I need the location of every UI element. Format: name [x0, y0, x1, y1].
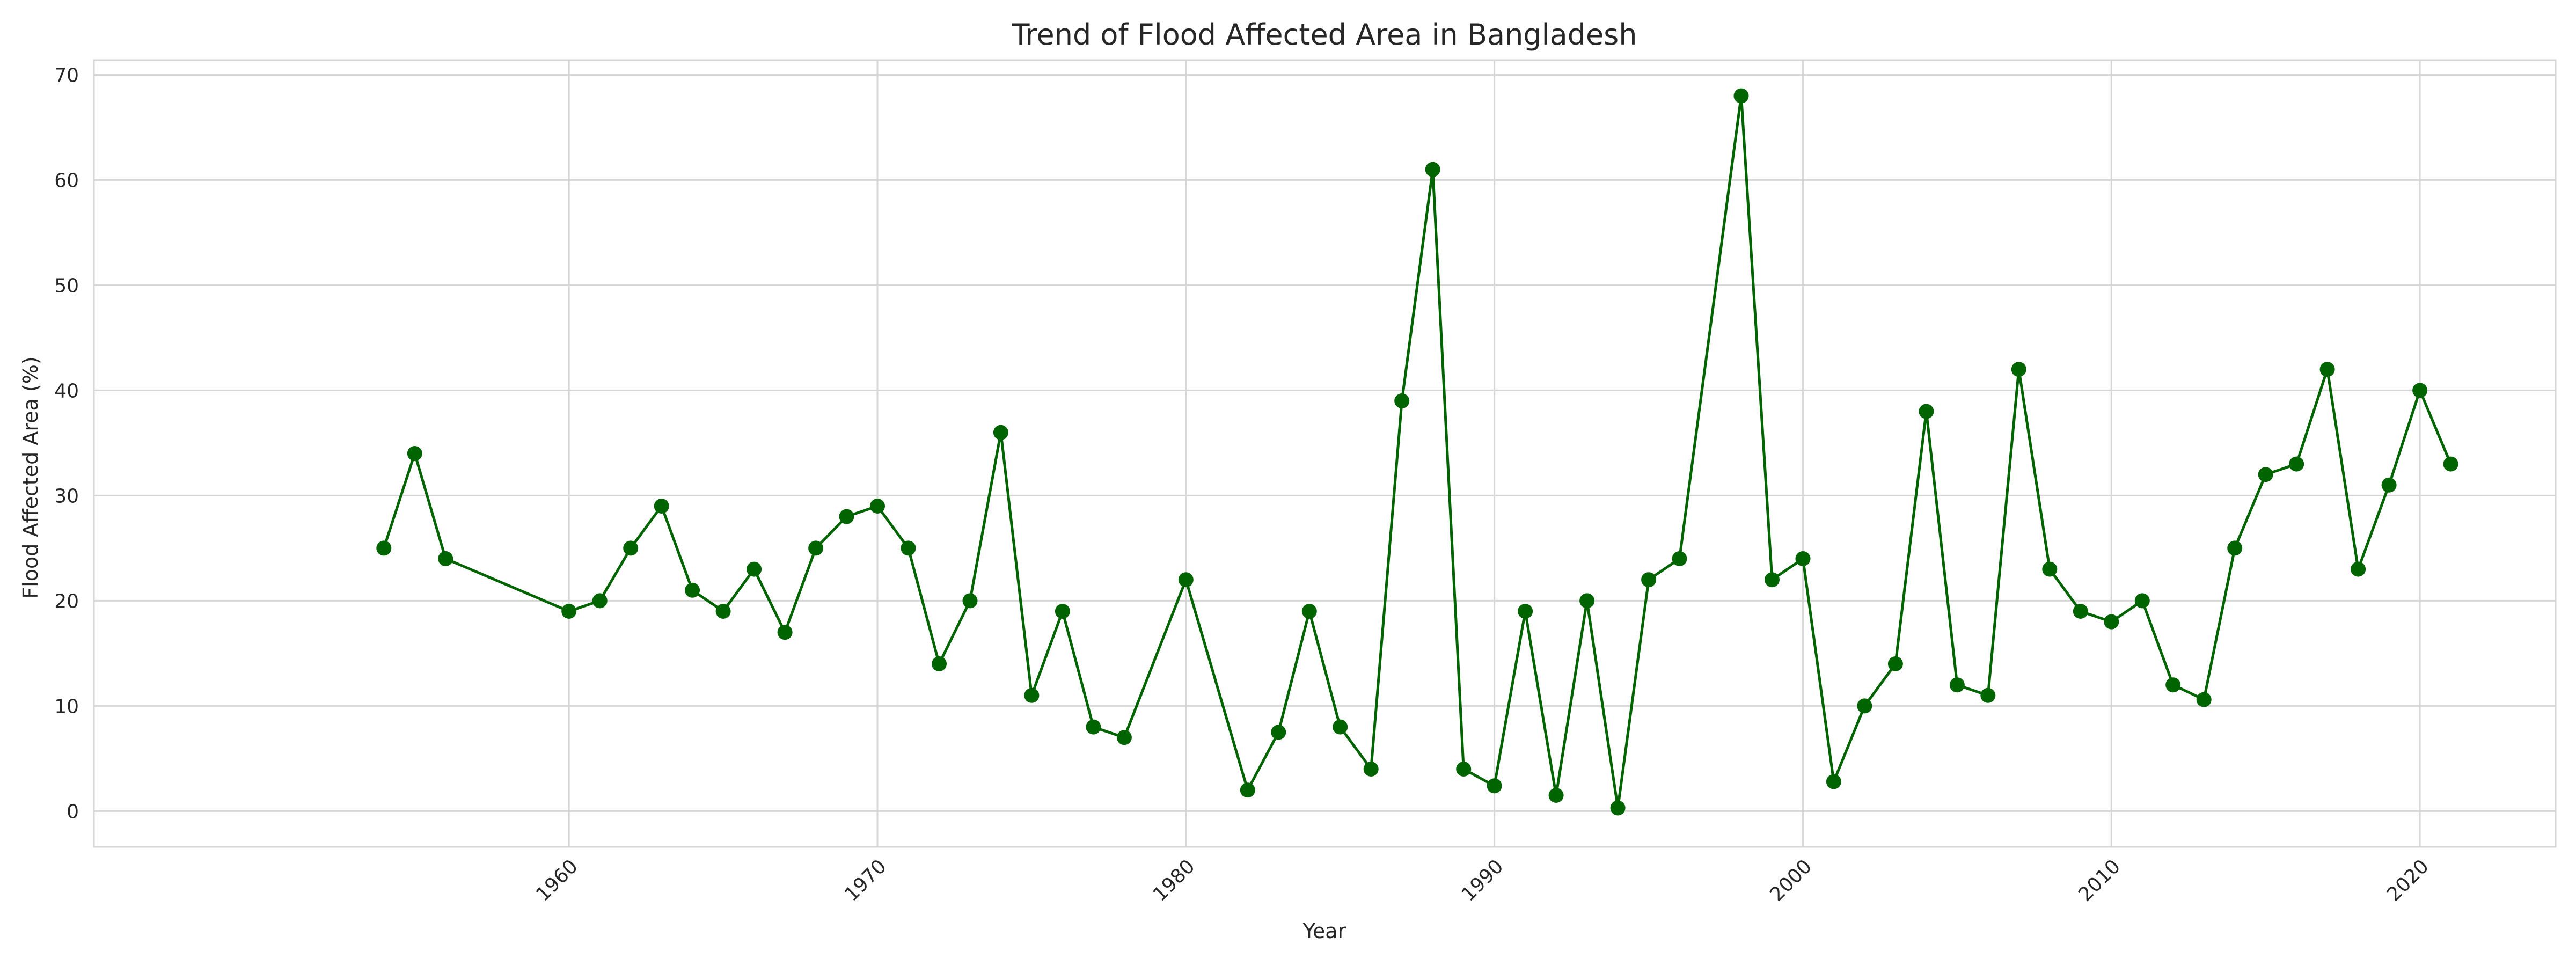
data-point: [1548, 788, 1564, 803]
data-point: [747, 561, 762, 577]
data-point: [376, 540, 392, 556]
data-point: [685, 582, 700, 598]
data-point: [1333, 719, 1348, 735]
data-point: [2104, 614, 2119, 630]
data-point: [1116, 730, 1132, 745]
y-tick-label: 0: [67, 801, 79, 823]
data-point: [2042, 561, 2058, 577]
x-tick-label: 1980: [1149, 855, 1199, 906]
data-point: [2319, 362, 2335, 377]
y-tick-label: 50: [54, 275, 79, 297]
y-tick-label: 30: [54, 485, 79, 507]
data-point: [1919, 404, 1934, 419]
data-point: [438, 551, 453, 566]
gridlines: [94, 60, 2556, 847]
data-point: [2196, 692, 2212, 707]
data-point: [1610, 800, 1626, 816]
data-point: [2351, 561, 2366, 577]
data-point: [932, 656, 947, 671]
data-point: [592, 593, 608, 609]
y-axis-label: Flood Affected Area (%): [19, 356, 42, 598]
data-point: [2227, 540, 2243, 556]
data-point: [407, 446, 422, 461]
data-point: [2443, 456, 2458, 472]
data-point: [654, 499, 669, 514]
data-point: [1980, 687, 1996, 703]
data-point: [1363, 762, 1379, 777]
data-point: [1178, 572, 1194, 588]
data-point: [2258, 467, 2273, 482]
data-point: [1425, 162, 1440, 177]
data-point: [1240, 782, 1255, 798]
plot-frame: [93, 59, 2557, 848]
data-point: [1394, 393, 1410, 408]
data-point: [1641, 572, 1657, 588]
data-point: [1271, 724, 1286, 740]
data-point: [1949, 677, 1965, 693]
data-point: [1826, 774, 1841, 789]
data-point: [1086, 719, 1101, 735]
x-axis-label: Year: [1302, 919, 1346, 943]
x-tick-label: 1990: [1458, 855, 1508, 906]
data-point: [623, 540, 639, 556]
series-line: [382, 94, 2452, 809]
data-point: [1795, 551, 1811, 566]
y-tick-label: 60: [54, 170, 79, 192]
x-tick-label: 1960: [532, 855, 582, 906]
data-point: [1024, 687, 1040, 703]
data-point: [2011, 362, 2026, 377]
data-point: [901, 540, 916, 556]
x-tick-label: 1970: [840, 855, 891, 906]
data-point: [715, 604, 731, 619]
data-point: [870, 499, 885, 514]
data-point: [1487, 778, 1502, 794]
y-tick-label: 20: [54, 590, 79, 612]
x-tick-label: 2010: [2074, 855, 2125, 906]
series-layer: [376, 88, 2458, 816]
y-tick-label: 70: [54, 64, 79, 86]
data-point: [1055, 604, 1070, 619]
data-point: [2134, 593, 2150, 609]
data-point: [2165, 677, 2181, 693]
data-point: [2412, 383, 2428, 398]
data-point: [1857, 698, 1872, 714]
data-point: [1518, 604, 1533, 619]
data-point: [777, 625, 793, 640]
x-tick-label: 2020: [2383, 855, 2433, 906]
data-point: [808, 540, 824, 556]
data-point: [1672, 551, 1687, 566]
x-tick-label: 2000: [1766, 855, 1816, 906]
data-point: [993, 425, 1008, 440]
data-point: [839, 509, 854, 524]
data-point: [1579, 593, 1595, 609]
y-tick-label: 10: [54, 696, 79, 718]
data-point: [561, 604, 577, 619]
data-point: [1301, 604, 1317, 619]
data-point: [2073, 604, 2088, 619]
data-point: [1765, 572, 1780, 588]
data-point: [1456, 762, 1472, 777]
data-point: [1733, 88, 1749, 104]
data-point: [962, 593, 978, 609]
y-tick-label: 40: [54, 380, 79, 402]
data-point: [2289, 456, 2304, 472]
chart-title: Trend of Flood Affected Area in Banglade…: [1011, 18, 1637, 52]
data-point: [2381, 477, 2397, 493]
data-point: [1887, 656, 1903, 671]
